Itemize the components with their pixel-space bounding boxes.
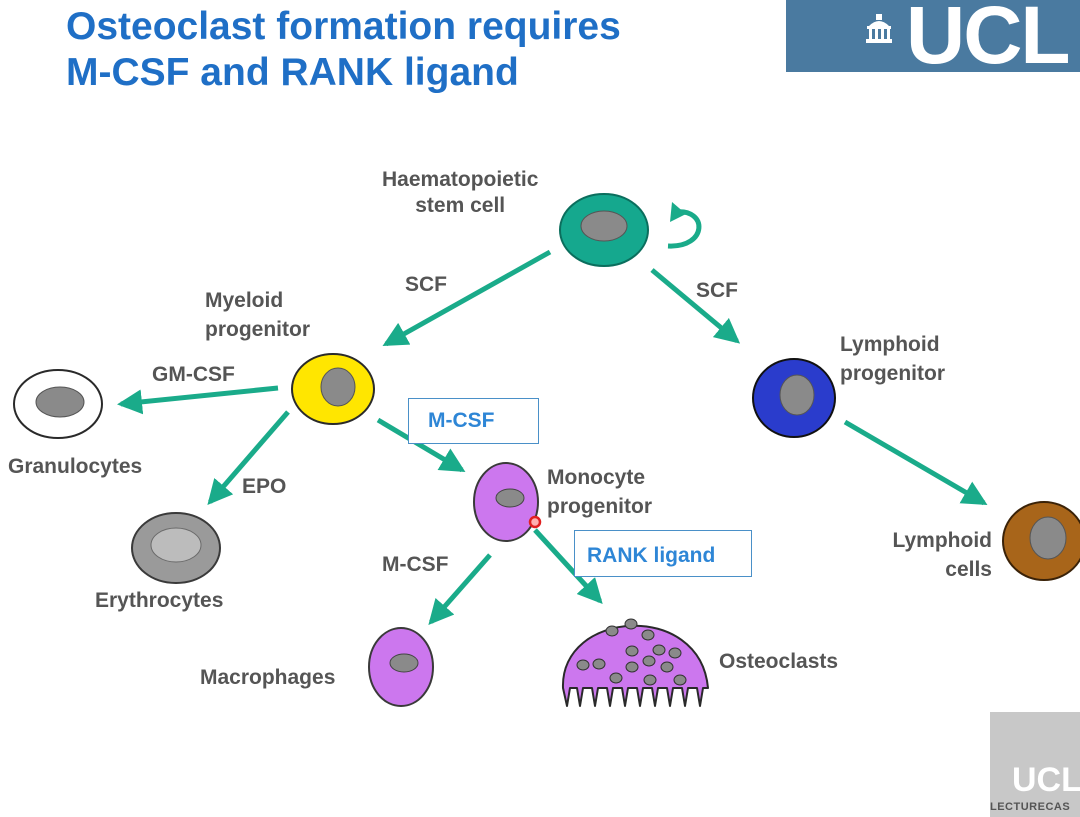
ucl-logo: UCL: [786, 0, 1080, 78]
label-rank-ligand: RANK ligand: [574, 530, 752, 577]
pointer-marker: [528, 515, 542, 529]
lymphoid-cell: [1002, 501, 1080, 581]
hsc-cell: [559, 193, 649, 267]
arrow-myeloid-to-granulocytes: [117, 385, 279, 415]
label-macrophages: Macrophages: [200, 666, 336, 689]
label-osteoclasts: Osteoclasts: [719, 650, 839, 673]
label-lymphoid-progenitor: Lymphoid progenitor: [840, 333, 945, 385]
label-granulocytes: Granulocytes: [8, 455, 143, 478]
title-line-1: Osteoclast formation requires: [66, 5, 621, 48]
ucl-logo-text: UCL: [906, 0, 1071, 81]
label-scf-right: SCF: [696, 279, 738, 302]
label-myeloid-progenitor: Myeloid progenitor: [205, 289, 310, 341]
label-erythrocytes: Erythrocytes: [95, 589, 224, 612]
arrow-hsc-to-myeloid: [382, 249, 552, 347]
arrow-monocyte-to-osteoclasts: [533, 528, 603, 604]
lymphoid-progenitor-cell: [752, 358, 836, 438]
label-epo: EPO: [242, 475, 287, 498]
myeloid-progenitor-cell: [291, 353, 375, 425]
lecturecast-logo: UCL: [1012, 761, 1080, 799]
label-monocyte-progenitor: Monocyte progenitor: [547, 466, 652, 518]
lecturecast-label: LECTURECAS: [990, 801, 1071, 813]
arrow-hsc-to-lymphoid: [650, 268, 741, 344]
osteoclast-cell: [561, 618, 709, 707]
arrow-myeloid-to-erythrocytes: [207, 410, 290, 506]
page-title: Osteoclast formation requires M-CSF and …: [66, 4, 621, 96]
arrow-myeloid-to-monocyte: [376, 417, 466, 473]
label-scf-left: SCF: [405, 273, 447, 296]
self-renewal-icon: [667, 202, 702, 249]
label-m-csf: M-CSF: [382, 553, 449, 576]
granulocyte-cell: [13, 369, 103, 439]
lecturecast-watermark: UCL LECTURECAS: [990, 712, 1080, 817]
erythrocyte-cell: [131, 512, 221, 584]
macrophage-cell: [368, 627, 434, 707]
label-hsc: Haematopoietic stem cell: [382, 168, 539, 217]
title-line-2: M-CSF and RANK ligand: [66, 51, 519, 94]
label-m-csf-boxed: M-CSF: [408, 398, 539, 444]
label-gm-csf: GM-CSF: [152, 363, 235, 386]
monocyte-progenitor-cell: [473, 462, 539, 542]
arrow-lymphoid-to-cells: [843, 419, 988, 506]
label-lymphoid-cells: Lymphoid cells: [892, 529, 992, 581]
arrow-monocyte-to-macrophages: [428, 553, 492, 626]
portico-icon: [866, 14, 892, 43]
